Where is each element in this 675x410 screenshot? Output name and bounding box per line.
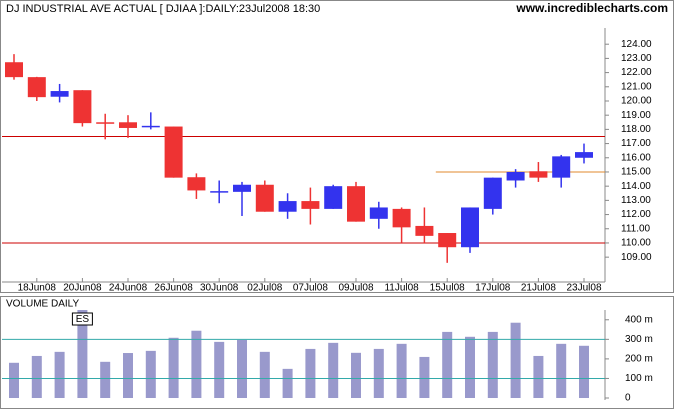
y-tick-label: 122.00 xyxy=(621,67,652,78)
volume-bar xyxy=(31,355,42,398)
candle-body xyxy=(369,207,388,219)
volume-bar xyxy=(351,352,361,398)
watermark: www.incrediblecharts.com xyxy=(515,1,668,15)
volume-bar xyxy=(579,345,589,398)
x-tick-label: 21Jul08 xyxy=(521,283,556,294)
volume-bar xyxy=(396,343,407,398)
candle-body xyxy=(210,191,229,193)
x-tick-label: 24Jun08 xyxy=(109,283,148,294)
candle-body xyxy=(164,126,183,178)
y-tick-label: 119.00 xyxy=(621,110,651,121)
annotation-box xyxy=(71,312,93,326)
candle-body xyxy=(575,152,593,158)
annotation: ES xyxy=(76,314,90,325)
y-tick-label: 111.00 xyxy=(621,223,651,234)
candle-body xyxy=(278,201,297,212)
candle-body xyxy=(187,177,206,191)
volume-bar xyxy=(373,348,384,398)
y-tick-label: 112.00 xyxy=(621,209,651,220)
volume-bar xyxy=(282,368,293,398)
y-tick-label: 200 m xyxy=(625,354,653,365)
y-tick-label: 116.00 xyxy=(621,152,651,163)
candle-body xyxy=(347,186,365,222)
candle-body xyxy=(552,156,571,178)
candle-body xyxy=(5,62,23,78)
volume-bar xyxy=(123,353,133,398)
candle-body xyxy=(50,91,69,97)
volume-bar xyxy=(533,355,544,398)
y-tick-label: 400 m xyxy=(625,314,653,325)
candle-body xyxy=(483,177,502,209)
volume-bar xyxy=(259,351,270,398)
x-tick-label: 23Jul08 xyxy=(566,283,601,294)
candle-body xyxy=(461,207,479,248)
volume-bar xyxy=(465,336,475,398)
candle-body xyxy=(233,184,251,192)
candle-body xyxy=(119,122,137,128)
candle-body xyxy=(27,77,46,98)
candle-body xyxy=(438,233,457,248)
volume-bar xyxy=(9,362,19,398)
candle-body xyxy=(255,184,274,212)
candle-body xyxy=(529,171,548,178)
candle-body xyxy=(415,225,434,236)
x-tick-label: 11Jul08 xyxy=(384,283,419,294)
candle-body xyxy=(73,90,92,124)
y-tick-label: 117.00 xyxy=(621,138,651,149)
volume-bar xyxy=(54,351,65,398)
volume-bar xyxy=(510,322,521,398)
volume-bar xyxy=(442,331,453,398)
x-tick-label: 17Jul08 xyxy=(475,283,510,294)
volume-title: VOLUME DAILY xyxy=(6,299,79,310)
volume-bar xyxy=(419,356,430,398)
x-tick-label: 15Jul08 xyxy=(430,283,465,294)
y-tick-label: 120.00 xyxy=(621,96,652,107)
x-tick-label: 02Jul08 xyxy=(247,283,282,294)
candle-body xyxy=(324,186,343,209)
y-tick-label: 109.00 xyxy=(621,252,652,263)
volume-bars xyxy=(9,310,589,398)
volume-bar xyxy=(77,310,88,398)
y-tick-label: 100 m xyxy=(625,373,653,384)
y-tick-label: 123.00 xyxy=(621,53,652,64)
volume-bar xyxy=(556,343,567,398)
x-tick-label: 26Jun08 xyxy=(154,283,193,294)
volume-bar xyxy=(237,339,247,398)
candle-body xyxy=(392,208,411,228)
x-tick-label: 20Jun08 xyxy=(63,283,102,294)
price-panel xyxy=(0,0,674,293)
candle-body xyxy=(141,125,160,128)
y-tick-label: 115.00 xyxy=(621,167,651,178)
y-tick-label: 121.00 xyxy=(621,81,652,92)
volume-bar xyxy=(100,361,111,398)
volume-bar xyxy=(305,348,316,398)
volume-bar xyxy=(214,341,225,398)
volume-bar xyxy=(487,331,498,398)
y-tick-label: 114.00 xyxy=(621,181,651,192)
candle-body xyxy=(301,201,320,209)
candle-body xyxy=(96,122,115,124)
x-tick-label: 09Jul08 xyxy=(338,283,373,294)
y-tick-label: 0 xyxy=(625,393,631,404)
x-tick-label: 30Jun08 xyxy=(200,283,239,294)
volume-bar xyxy=(191,330,202,398)
x-tick-label: 07Jul08 xyxy=(293,283,328,294)
y-tick-label: 124.00 xyxy=(621,39,652,50)
volume-bar xyxy=(168,337,179,398)
chart-title: DJ INDUSTRIAL AVE ACTUAL [ DJIAA ]:DAILY… xyxy=(6,3,320,15)
volume-bar xyxy=(328,342,339,398)
volume-bar xyxy=(145,350,156,398)
y-tick-label: 113.00 xyxy=(621,195,651,206)
y-tick-label: 300 m xyxy=(625,334,653,345)
x-tick-label: 18Jun08 xyxy=(18,283,57,294)
candle-body xyxy=(506,171,525,181)
y-tick-label: 118.00 xyxy=(621,124,651,135)
y-tick-label: 110.00 xyxy=(621,238,651,249)
